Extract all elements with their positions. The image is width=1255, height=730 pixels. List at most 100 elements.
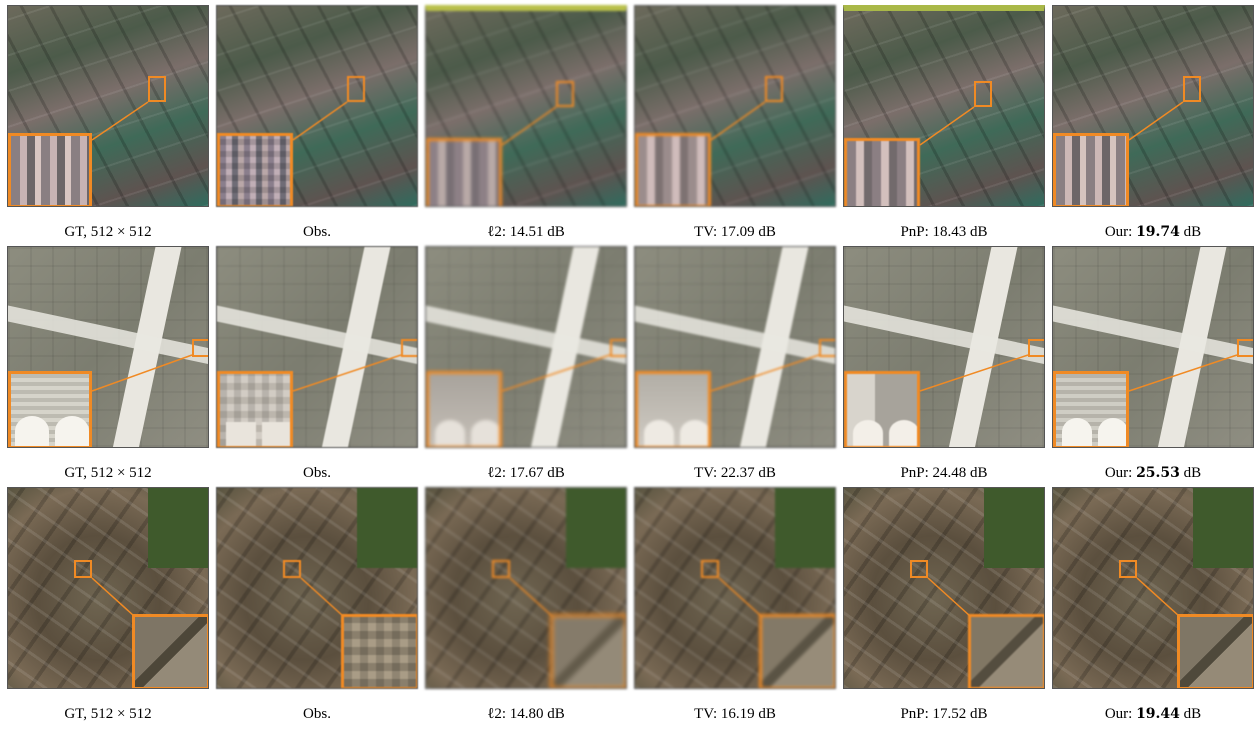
satellite-image (634, 487, 836, 689)
zoom-inset (635, 133, 711, 206)
panel-tv: TV: 16.19 dB (634, 487, 838, 730)
zoom-region-box (765, 76, 783, 102)
panel-pnp: PnP: 17.52 dB (843, 487, 1047, 730)
caption: ℓ2: 14.80 dB (487, 706, 565, 722)
green-field (1193, 488, 1253, 568)
satellite-image (216, 5, 418, 207)
caption: GT, 512 × 512 (64, 706, 152, 722)
green-field (357, 488, 417, 568)
green-field (566, 488, 626, 568)
zoom-region-box (148, 76, 166, 102)
zoom-inset (635, 371, 711, 447)
zoom-region-box (347, 76, 365, 102)
zoom-region-box (283, 560, 301, 578)
satellite-image (843, 5, 1045, 207)
zoom-region-box (1028, 339, 1044, 357)
pier-horizontal (8, 305, 208, 365)
row-airport: GT, 512 × 512 Obs. (0, 246, 1255, 489)
zoom-inset (968, 614, 1044, 688)
satellite-image (425, 5, 627, 207)
panel-gt: GT, 512 × 512 (7, 487, 211, 730)
caption: Obs. (303, 465, 331, 481)
zoom-inset (844, 138, 920, 206)
panel-obs: Obs. (216, 487, 420, 730)
satellite-image (843, 246, 1045, 448)
zoom-inset (1053, 371, 1129, 447)
satellite-image (1052, 246, 1254, 448)
zoom-region-box (74, 560, 92, 578)
panel-gt: GT, 512 × 512 (7, 5, 211, 248)
caption: ℓ2: 17.67 dB (487, 465, 565, 481)
satellite-image (1052, 487, 1254, 689)
panel-ours: Our: 19.74 dB (1052, 5, 1255, 248)
zoom-region-box (910, 560, 928, 578)
zoom-inset (8, 371, 92, 447)
panel-tv: TV: 22.37 dB (634, 246, 838, 489)
panel-ours: Our: 19.44 dB (1052, 487, 1255, 730)
zoom-inset (8, 133, 92, 206)
pier-horizontal (1053, 305, 1253, 365)
zoom-inset (1177, 614, 1253, 688)
zoom-region-box (401, 339, 417, 357)
satellite-image (634, 5, 836, 207)
satellite-image (425, 246, 627, 448)
zoom-inset (132, 614, 208, 688)
zoom-inset (217, 371, 293, 447)
zoom-region-box (1119, 560, 1137, 578)
zoom-inset (1053, 133, 1129, 206)
zoom-inset (550, 614, 626, 688)
zoom-inset (844, 371, 920, 447)
caption: TV: 22.37 dB (694, 465, 776, 481)
satellite-image (216, 487, 418, 689)
row-buildings: GT, 512 × 512 Obs. ℓ2: 14.80 dB (0, 487, 1255, 730)
zoom-inset (426, 371, 502, 447)
panel-l2: ℓ2: 14.51 dB (425, 5, 629, 248)
zoom-region-box (1237, 339, 1253, 357)
row-farmland: GT, 512 × 512 Obs. ℓ2: 14.51 dB (0, 5, 1255, 248)
pier-horizontal (217, 305, 417, 365)
zoom-region-box (610, 339, 626, 357)
caption: TV: 17.09 dB (694, 224, 776, 240)
green-field (984, 488, 1044, 568)
zoom-region-box (701, 560, 719, 578)
panel-pnp: PnP: 24.48 dB (843, 246, 1047, 489)
caption: PnP: 24.48 dB (900, 465, 988, 481)
zoom-region-box (192, 339, 208, 357)
zoom-region-box (492, 560, 510, 578)
zoom-region-box (1183, 76, 1201, 102)
panel-gt: GT, 512 × 512 (7, 246, 211, 489)
panel-obs: Obs. (216, 246, 420, 489)
caption: Our: 25.53 dB (1104, 465, 1202, 481)
caption: PnP: 18.43 dB (900, 224, 988, 240)
zoom-inset (217, 133, 293, 206)
caption: Obs. (303, 224, 331, 240)
panel-pnp: PnP: 18.43 dB (843, 5, 1047, 248)
green-field (775, 488, 835, 568)
caption: Obs. (303, 706, 331, 722)
panel-l2: ℓ2: 14.80 dB (425, 487, 629, 730)
zoom-region-box (819, 339, 835, 357)
panel-tv: TV: 17.09 dB (634, 5, 838, 248)
zoom-region-box (974, 81, 992, 107)
caption: Our: 19.74 dB (1104, 224, 1202, 240)
satellite-image (843, 487, 1045, 689)
panel-l2: ℓ2: 17.67 dB (425, 246, 629, 489)
panel-obs: Obs. (216, 5, 420, 248)
satellite-image (7, 246, 209, 448)
zoom-inset (759, 614, 835, 688)
pier-horizontal (426, 305, 626, 365)
zoom-region-box (556, 81, 574, 107)
caption: TV: 16.19 dB (694, 706, 776, 722)
caption: GT, 512 × 512 (64, 224, 152, 240)
satellite-image (7, 487, 209, 689)
green-field (148, 488, 208, 568)
satellite-image (1052, 5, 1254, 207)
panel-ours: Our: 25.53 dB (1052, 246, 1255, 489)
pier-horizontal (635, 305, 835, 365)
satellite-image (634, 246, 836, 448)
caption: PnP: 17.52 dB (900, 706, 988, 722)
satellite-image (425, 487, 627, 689)
pier-horizontal (844, 305, 1044, 365)
zoom-inset (341, 614, 417, 688)
